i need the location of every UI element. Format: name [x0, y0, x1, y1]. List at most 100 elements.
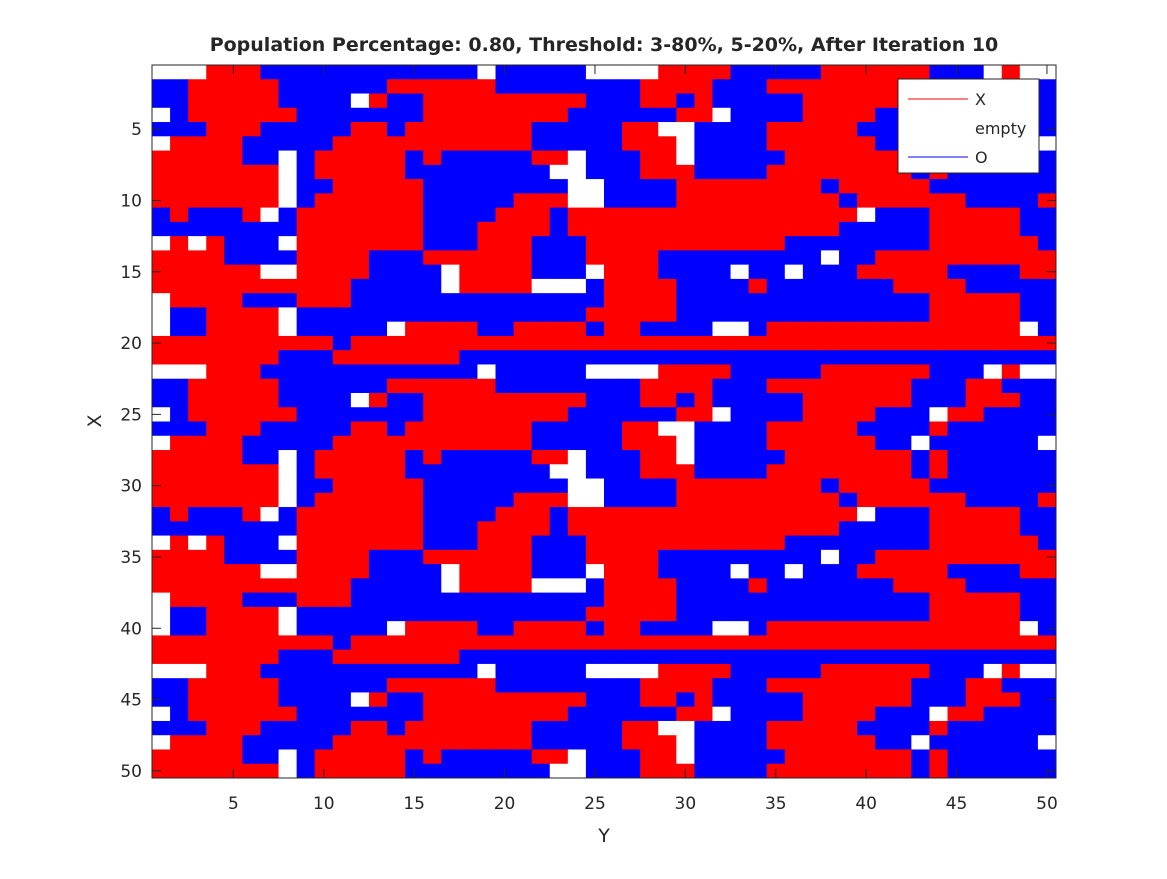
heatmap-cell [423, 136, 442, 151]
heatmap-cell [477, 507, 496, 522]
heatmap-cell [893, 706, 912, 722]
heatmap-cell [712, 65, 731, 80]
heatmap-cell [368, 307, 388, 323]
heatmap-cell [748, 350, 768, 365]
heatmap-cell [368, 478, 388, 494]
heatmap-cell [694, 164, 713, 180]
heatmap-cell [405, 122, 424, 137]
heatmap-cell [314, 735, 334, 750]
heatmap-cell [495, 321, 514, 337]
x-axis-label: Y [597, 825, 610, 847]
heatmap-cell [875, 293, 894, 308]
heatmap-cell [206, 435, 225, 451]
heatmap-cell [622, 649, 641, 665]
heatmap-cell [242, 549, 261, 565]
heatmap-cell [405, 207, 424, 223]
heatmap-cell [188, 635, 207, 651]
heatmap-cell [170, 136, 189, 151]
heatmap-cell [875, 549, 894, 565]
heatmap-cell [423, 122, 442, 137]
heatmap-cell [676, 521, 695, 536]
heatmap-cell [622, 706, 641, 722]
heatmap-cell [947, 364, 966, 380]
heatmap-cell [893, 65, 912, 80]
heatmap-cell [387, 763, 406, 779]
heatmap-cell [206, 549, 225, 565]
heatmap-cell [839, 549, 858, 565]
heatmap-cell [694, 321, 713, 337]
heatmap-cell [513, 293, 533, 308]
heatmap-cell [314, 720, 334, 736]
heatmap-cell [857, 678, 876, 693]
heatmap-cell [965, 564, 985, 579]
heatmap-cell [585, 364, 605, 380]
heatmap-cell [857, 549, 876, 565]
heatmap-cell [1037, 164, 1057, 180]
heatmap-cell [712, 193, 731, 208]
heatmap-cell [495, 663, 514, 679]
heatmap-cell [188, 521, 207, 536]
heatmap-cell [676, 435, 695, 451]
heatmap-cell [152, 164, 171, 180]
heatmap-cell [296, 720, 316, 736]
heatmap-cell [911, 264, 930, 280]
heatmap-cell [350, 407, 370, 422]
heatmap-cell [387, 421, 406, 437]
heatmap-cell [387, 364, 406, 380]
heatmap-cell [531, 293, 551, 308]
heatmap-cell [947, 421, 966, 437]
heatmap-cell [875, 93, 894, 109]
heatmap-cell [368, 321, 388, 337]
heatmap-cell [1037, 564, 1057, 579]
heatmap-cell [423, 464, 442, 479]
heatmap-cell [748, 392, 768, 408]
heatmap-cell [332, 450, 352, 465]
heatmap-cell [712, 606, 731, 622]
x-tick-label: 20 [494, 794, 516, 814]
heatmap-cell [314, 678, 334, 693]
heatmap-cell [893, 450, 912, 465]
heatmap-cell [802, 236, 822, 251]
heatmap-cell [622, 678, 641, 693]
heatmap-cell [1019, 207, 1039, 223]
heatmap-cell [332, 307, 352, 323]
heatmap-cell [640, 549, 659, 565]
heatmap-cell [567, 392, 587, 408]
heatmap-cell [1037, 93, 1057, 109]
heatmap-cell [766, 236, 786, 251]
heatmap-cell [1019, 307, 1039, 323]
heatmap-cell [766, 421, 786, 437]
heatmap-cell [604, 649, 623, 665]
heatmap-cell [477, 335, 496, 351]
heatmap-cell [423, 193, 442, 208]
heatmap-cell [947, 678, 966, 693]
heatmap-cell [784, 350, 804, 365]
heatmap-cell [567, 335, 587, 351]
heatmap-cell [748, 621, 768, 636]
heatmap-cell [314, 136, 334, 151]
heatmap-cell [314, 278, 334, 294]
heatmap-cell [839, 122, 858, 137]
heatmap-cell [875, 307, 894, 323]
heatmap-cell [296, 93, 316, 109]
heatmap-cell [549, 549, 569, 565]
heatmap-cell [477, 293, 496, 308]
heatmap-cell [676, 264, 695, 280]
heatmap-cell [857, 606, 876, 622]
heatmap-cell [712, 236, 731, 251]
heatmap-cell [604, 150, 623, 166]
heatmap-cell [296, 706, 316, 722]
heatmap-cell [441, 207, 460, 223]
heatmap-cell [604, 307, 623, 323]
heatmap-cell [387, 307, 406, 323]
heatmap-cell [820, 450, 840, 465]
heatmap-cell [368, 678, 388, 693]
heatmap-cell [206, 321, 225, 337]
heatmap-cell [513, 464, 533, 479]
heatmap-cell [839, 335, 858, 351]
heatmap-cell [242, 649, 261, 665]
heatmap-cell [459, 478, 478, 494]
heatmap-cell [911, 392, 930, 408]
heatmap-cell [604, 549, 623, 565]
heatmap-cell [188, 621, 207, 636]
